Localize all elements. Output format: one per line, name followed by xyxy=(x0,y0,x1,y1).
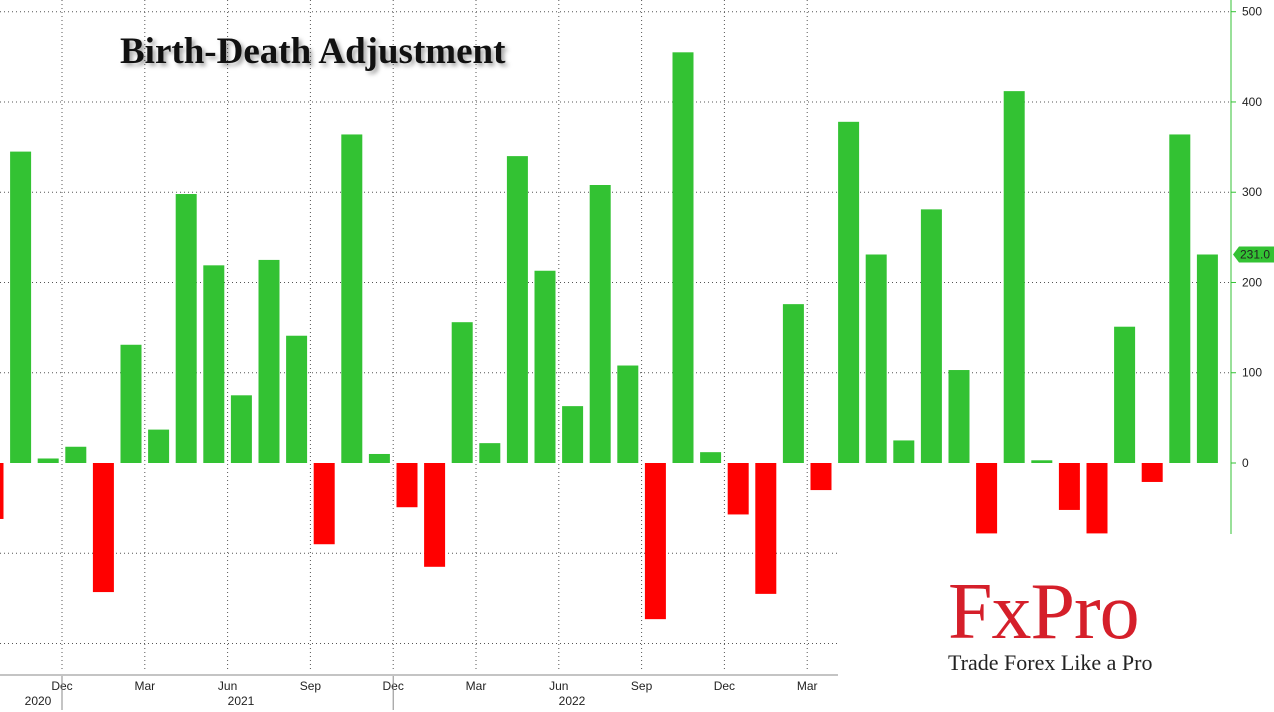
bar xyxy=(506,156,528,463)
bar xyxy=(120,344,142,463)
chart-title: Birth-Death Adjustment xyxy=(120,31,506,72)
bar xyxy=(451,322,473,463)
year-label: 2021 xyxy=(228,694,255,708)
bar xyxy=(479,443,501,463)
bar xyxy=(148,429,170,463)
bar xyxy=(976,463,998,534)
bar xyxy=(258,259,280,463)
bar xyxy=(1141,463,1163,482)
y-tick-label: 400 xyxy=(1242,95,1262,109)
bar xyxy=(203,265,225,463)
y-tick-label: 200 xyxy=(1242,275,1262,289)
bar xyxy=(893,440,915,463)
bar xyxy=(1031,460,1053,463)
bar xyxy=(1058,463,1080,510)
bar xyxy=(424,463,446,567)
x-tick-label: Jun xyxy=(549,679,568,693)
bar xyxy=(865,254,887,463)
x-tick-label: Mar xyxy=(466,679,487,693)
bar xyxy=(755,463,777,594)
bar xyxy=(782,304,804,463)
last-value-badge xyxy=(1233,246,1274,263)
bar xyxy=(672,52,694,463)
x-tick-label: Mar xyxy=(134,679,155,693)
bar xyxy=(1169,134,1191,463)
bar xyxy=(1003,91,1025,464)
bar xyxy=(644,463,666,620)
bar xyxy=(617,365,639,463)
bar xyxy=(700,452,722,463)
fxpro-logo: FxPro xyxy=(948,568,1140,656)
bar xyxy=(534,270,556,463)
x-tick-label: Sep xyxy=(300,679,322,693)
y-tick-label: 500 xyxy=(1242,5,1262,19)
y-tick-label: 300 xyxy=(1242,185,1262,199)
bar xyxy=(0,463,4,519)
y-axis: 500 400 300 200 100 0 231.0 xyxy=(1230,0,1274,534)
bar xyxy=(10,151,32,463)
bar xyxy=(727,463,749,515)
bar xyxy=(37,458,59,463)
bar xyxy=(313,463,335,545)
bar xyxy=(65,446,87,463)
bar xyxy=(589,184,611,463)
year-label: 2022 xyxy=(559,694,586,708)
bar xyxy=(175,194,197,463)
fxpro-watermark: FxPro Trade Forex Like a Pro xyxy=(838,534,1274,712)
x-tick-label: Dec xyxy=(714,679,735,693)
bar xyxy=(230,395,252,463)
x-tick-label: Jun xyxy=(218,679,237,693)
bar xyxy=(838,121,860,463)
bar xyxy=(286,335,308,463)
bar xyxy=(562,406,584,463)
bar xyxy=(368,453,390,463)
bar xyxy=(341,134,363,463)
year-label: 2020 xyxy=(25,694,52,708)
bar xyxy=(1114,326,1136,463)
y-tick-label: 100 xyxy=(1242,366,1262,380)
bar xyxy=(1196,254,1218,463)
bar xyxy=(948,370,970,463)
fxpro-tagline: Trade Forex Like a Pro xyxy=(948,650,1153,675)
bar xyxy=(1086,463,1108,534)
x-tick-label: Sep xyxy=(631,679,653,693)
bar xyxy=(92,463,114,593)
bar xyxy=(920,209,942,463)
x-tick-label: Mar xyxy=(797,679,818,693)
bars xyxy=(0,52,1218,620)
bar xyxy=(396,463,418,508)
last-value-label: 231.0 xyxy=(1240,247,1270,261)
y-tick-label: 0 xyxy=(1242,456,1249,470)
bar xyxy=(810,463,832,491)
